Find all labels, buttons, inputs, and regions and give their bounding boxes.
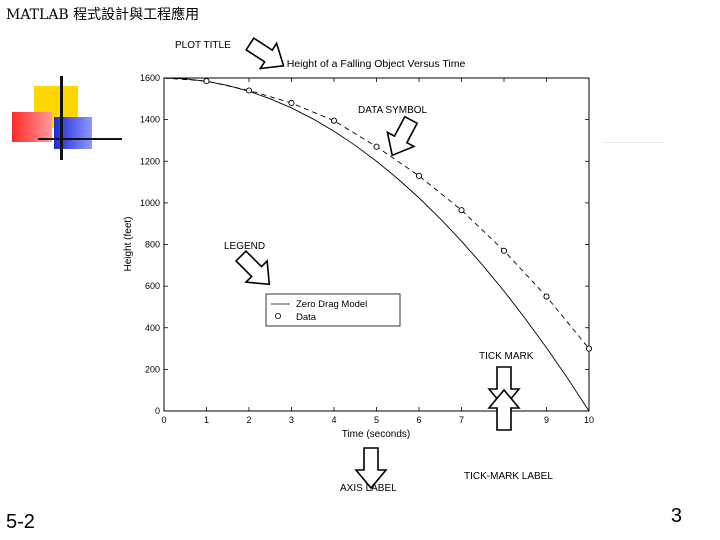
data-point-marker — [288, 99, 295, 107]
decor-red-block — [12, 112, 52, 142]
data-point-marker — [458, 207, 465, 214]
section-number: 5-2 — [6, 511, 35, 533]
annotation-axis-label: AXIS LABEL — [340, 483, 397, 494]
y-tick-label: 200 — [145, 364, 160, 374]
slide-header-title: MATLAB 程式設計與工程應用 — [6, 7, 200, 23]
x-tick-label: 6 — [416, 415, 421, 425]
y-tick-label: 1600 — [140, 73, 160, 83]
decor-vertical-line — [60, 76, 63, 160]
x-tick-label: 5 — [374, 415, 379, 425]
decor-faint-line — [604, 142, 664, 143]
x-tick-label: 7 — [459, 415, 464, 425]
axis-label-arrow-icon — [355, 447, 387, 489]
y-tick-label: 1000 — [140, 198, 160, 208]
legend-entry-zero-drag: Zero Drag Model — [296, 299, 367, 310]
data-point-marker — [203, 78, 210, 85]
chart-title: Height of a Falling Object Versus Time — [287, 58, 466, 70]
legend-marker-sample — [274, 312, 281, 319]
annotation-tick-mark-label: TICK-MARK LABEL — [464, 471, 553, 482]
series-layer — [163, 77, 593, 412]
annotation-legend: LEGEND — [224, 241, 265, 252]
data-point-marker — [500, 247, 508, 254]
data-point-marker — [585, 345, 593, 352]
data-point-marker — [373, 143, 380, 150]
annotation-tick-mark: TICK MARK — [479, 351, 534, 362]
data-point-marker — [415, 172, 423, 179]
y-tick-label: 1200 — [140, 156, 160, 166]
x-tick-label: 3 — [289, 415, 294, 425]
chart-legend: Zero Drag Model Data — [265, 293, 401, 327]
x-tick-label: 4 — [331, 415, 336, 425]
plot-title-arrow-icon — [241, 30, 293, 80]
legend-box — [265, 293, 401, 327]
page-number: 3 — [670, 505, 682, 527]
decor-horizontal-line — [38, 138, 122, 140]
annotation-data-symbol: DATA SYMBOL — [358, 105, 428, 116]
x-tick-label: 0 — [161, 415, 166, 425]
x-axis-label: Time (seconds) — [342, 429, 411, 440]
axis-ticks-layer: 0123456789100200400600800100012001400160… — [140, 73, 594, 425]
y-tick-label: 600 — [145, 281, 160, 291]
x-tick-label: 10 — [584, 415, 594, 425]
y-axis-label: Height (feet) — [123, 216, 134, 271]
annotation-plot-title: PLOT TITLE — [175, 40, 231, 51]
y-tick-label: 0 — [155, 406, 160, 416]
data-point-marker — [245, 87, 253, 94]
legend-entry-data: Data — [296, 312, 317, 323]
data-point-marker — [543, 293, 550, 300]
x-tick-label: 1 — [204, 415, 209, 425]
data-point-marker — [330, 117, 338, 124]
y-tick-label: 1400 — [140, 115, 160, 125]
x-tick-label: 9 — [544, 415, 549, 425]
x-tick-label: 2 — [246, 415, 251, 425]
plot-svg: Height of a Falling Object Versus Time T… — [123, 30, 594, 494]
series-line-zero-drag — [163, 77, 590, 412]
annotated-plot-figure: Height of a Falling Object Versus Time T… — [118, 30, 618, 500]
y-tick-label: 800 — [145, 240, 160, 250]
y-tick-label: 400 — [145, 323, 160, 333]
